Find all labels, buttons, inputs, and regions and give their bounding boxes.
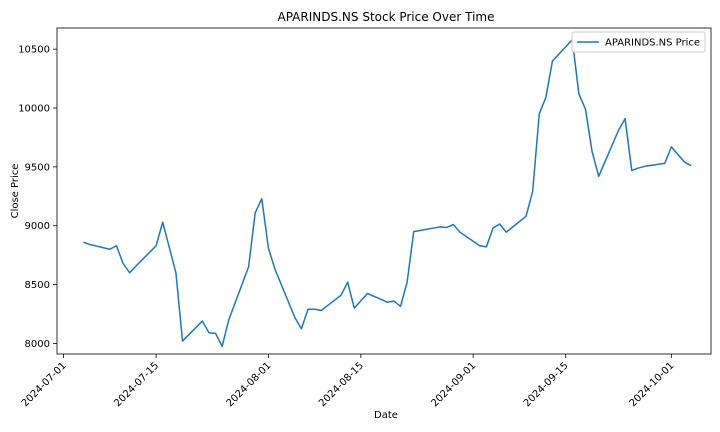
chart-title: APARINDS.NS Stock Price Over Time bbox=[278, 10, 495, 24]
data-point bbox=[307, 309, 308, 310]
plot-frame bbox=[56, 27, 712, 355]
x-tick-label: 2024-09-01 bbox=[429, 360, 478, 409]
data-point bbox=[367, 293, 368, 294]
data-point bbox=[453, 224, 454, 225]
data-point bbox=[486, 246, 487, 247]
x-tick-label: 2024-07-01 bbox=[20, 360, 69, 409]
data-point bbox=[162, 222, 163, 223]
y-tick-label: 8000 bbox=[25, 339, 50, 350]
data-point bbox=[545, 97, 546, 98]
x-axis-title: Date bbox=[374, 410, 398, 421]
data-point bbox=[440, 226, 441, 227]
x-tick-label: 2024-10-01 bbox=[628, 360, 677, 409]
data-point bbox=[321, 310, 322, 311]
data-point bbox=[301, 328, 302, 329]
data-point bbox=[347, 282, 348, 283]
x-axis: 2024-07-01 2024-07-15 2024-08-01 2024-08-15… bbox=[20, 354, 677, 409]
data-point bbox=[202, 320, 203, 321]
data-point bbox=[116, 245, 117, 246]
data-point bbox=[598, 176, 599, 177]
y-axis: 8000 8500 9000 9500 10000 10500 bbox=[18, 45, 57, 350]
series-layer bbox=[83, 39, 692, 348]
data-point bbox=[578, 93, 579, 94]
data-point bbox=[83, 242, 84, 243]
data-point bbox=[294, 317, 295, 318]
data-point bbox=[314, 309, 315, 310]
data-point bbox=[255, 212, 256, 213]
data-point bbox=[387, 302, 388, 303]
x-tick-label: 2024-08-01 bbox=[225, 360, 274, 409]
data-point bbox=[155, 245, 156, 246]
data-point bbox=[354, 308, 355, 309]
data-point bbox=[631, 170, 632, 171]
data-point bbox=[393, 300, 394, 301]
data-point bbox=[618, 130, 619, 131]
legend: APARINDS.NS Price bbox=[571, 31, 706, 53]
plot-area bbox=[56, 27, 712, 355]
data-point bbox=[585, 109, 586, 110]
y-axis-title: Close Price bbox=[10, 164, 21, 219]
series-line bbox=[83, 39, 692, 348]
x-tick-label: 2024-09-15 bbox=[522, 360, 571, 409]
data-point bbox=[552, 60, 553, 61]
data-point bbox=[407, 282, 408, 283]
x-tick-label: 2024-07-15 bbox=[112, 360, 161, 409]
data-point bbox=[664, 163, 665, 164]
y-tick-label: 10000 bbox=[18, 104, 50, 115]
data-point bbox=[684, 162, 685, 163]
data-point bbox=[175, 272, 176, 273]
data-point bbox=[625, 118, 626, 119]
data-point bbox=[248, 266, 249, 267]
data-point bbox=[129, 272, 130, 273]
data-point bbox=[340, 295, 341, 296]
data-point bbox=[638, 167, 639, 168]
data-point bbox=[506, 232, 507, 233]
data-point bbox=[400, 306, 401, 307]
data-point bbox=[433, 227, 434, 228]
y-tick-label: 9000 bbox=[25, 221, 50, 232]
data-point bbox=[413, 231, 414, 232]
data-point bbox=[525, 216, 526, 217]
data-point bbox=[228, 319, 229, 320]
data-point bbox=[691, 165, 692, 166]
data-point bbox=[671, 146, 672, 147]
data-point bbox=[479, 245, 480, 246]
legend-label: APARINDS.NS Price bbox=[605, 38, 700, 49]
data-point bbox=[261, 198, 262, 199]
x-tick-label: 2024-08-15 bbox=[317, 360, 366, 409]
data-point bbox=[222, 346, 223, 347]
data-point bbox=[591, 151, 592, 152]
data-point bbox=[215, 333, 216, 334]
data-point bbox=[492, 227, 493, 228]
data-point bbox=[274, 269, 275, 270]
data-point bbox=[89, 244, 90, 245]
data-point bbox=[122, 263, 123, 264]
data-point bbox=[109, 249, 110, 250]
data-point bbox=[644, 166, 645, 167]
data-point bbox=[532, 191, 533, 192]
data-point bbox=[499, 223, 500, 224]
data-point bbox=[539, 113, 540, 114]
data-point bbox=[446, 227, 447, 228]
y-tick-label: 10500 bbox=[18, 45, 50, 56]
legend-box bbox=[571, 31, 706, 53]
data-point bbox=[136, 265, 137, 266]
data-point bbox=[182, 340, 183, 341]
data-point bbox=[268, 247, 269, 248]
data-point bbox=[208, 332, 209, 333]
y-tick-label: 8500 bbox=[25, 280, 50, 291]
y-tick-label: 9500 bbox=[25, 162, 50, 173]
data-point bbox=[459, 232, 460, 233]
